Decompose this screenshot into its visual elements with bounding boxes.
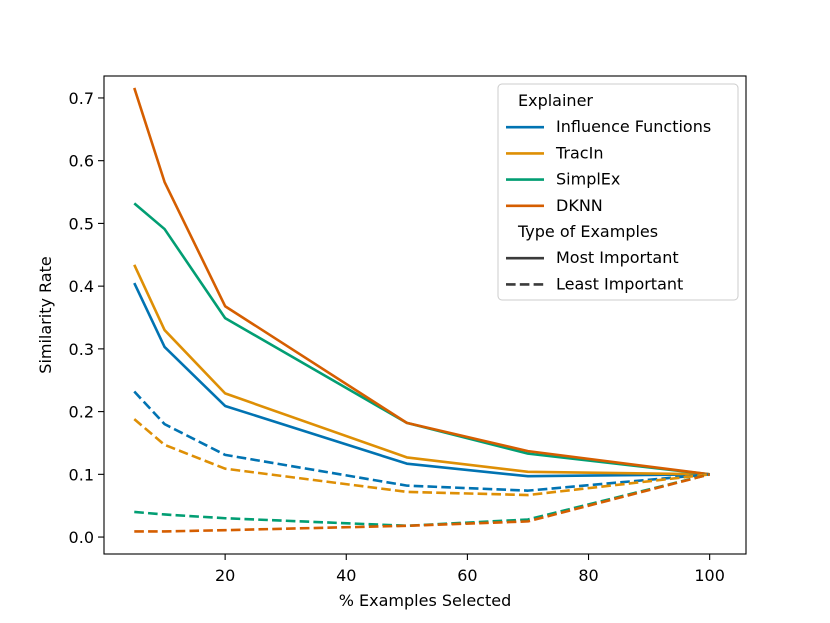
y-axis-label: Similarity Rate (36, 256, 55, 373)
plot-frame (103, 75, 747, 555)
x-tick-label: 20 (215, 566, 235, 585)
series-line-influence-functions-least-important (133, 390, 710, 492)
series-line-simplex-least-important (134, 473, 710, 528)
y-tick-label: 0.4 (69, 277, 94, 296)
y-tick-label: 0.3 (69, 340, 94, 359)
series-line-dknn-most-important (133, 87, 710, 476)
series-layer (133, 87, 710, 533)
x-tick-label: 60 (457, 566, 477, 585)
legend-entry-label: DKNN (556, 196, 603, 215)
x-tick-label: 100 (694, 566, 725, 585)
legend: Explainer Influence Functions TracIn SimplE… (497, 83, 739, 301)
series-line-dknn-least-important (134, 473, 710, 533)
x-tick-label: 80 (578, 566, 598, 585)
series-line-simplex-most-important (133, 202, 710, 476)
y-tick-label: 0.2 (69, 403, 94, 422)
legend-entry-label: SimplEx (556, 170, 620, 189)
x-tick-label: 40 (336, 566, 356, 585)
legend-title-explainer: Explainer (518, 91, 593, 110)
y-tick-label: 0.5 (69, 214, 94, 233)
series-line-tracin-least-important (133, 418, 710, 497)
y-axis: 0.0 0.1 0.2 0.3 0.4 0.5 0.6 0.7 (69, 89, 104, 547)
series-line-tracin-most-important (133, 264, 710, 476)
y-tick-label: 0.6 (69, 152, 94, 171)
legend-style-label: Least Important (556, 274, 683, 293)
series-line-influence-functions-most-important (133, 282, 710, 478)
legend-title-type: Type of Examples (517, 222, 658, 241)
x-axis: 20 40 60 80 100 (215, 554, 725, 585)
y-tick-label: 0.7 (69, 89, 94, 108)
x-axis-label: % Examples Selected (339, 591, 511, 610)
legend-entry-label: TracIn (555, 143, 603, 162)
legend-box (497, 83, 739, 301)
y-tick-label: 0.0 (69, 528, 94, 547)
y-tick-label: 0.1 (69, 465, 94, 484)
legend-entry-label: Influence Functions (556, 117, 711, 136)
legend-style-label: Most Important (556, 248, 679, 267)
